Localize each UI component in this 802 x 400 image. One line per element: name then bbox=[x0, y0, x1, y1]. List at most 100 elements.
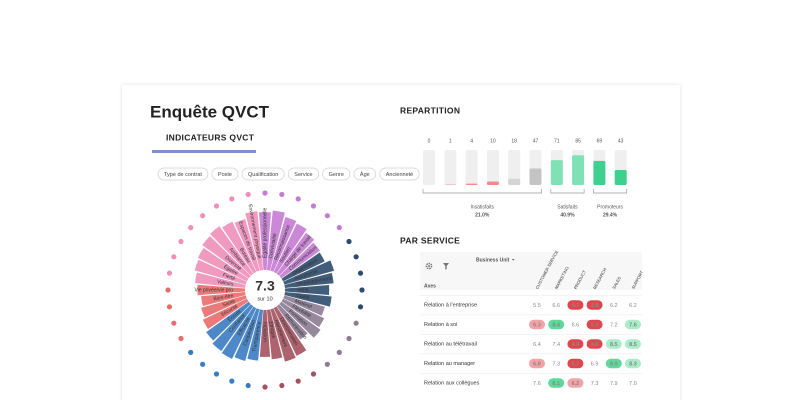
filter-chip[interactable] bbox=[379, 167, 420, 181]
filter-icon[interactable] bbox=[443, 263, 449, 270]
radial-bar bbox=[202, 298, 249, 329]
radial-dot bbox=[200, 213, 206, 219]
row-label: Relation aux collègues bbox=[424, 380, 480, 386]
radial-label: Sens bbox=[297, 287, 309, 293]
radial-dot bbox=[295, 196, 301, 202]
filter-chip-label[interactable]: Ancienneté bbox=[386, 172, 414, 178]
radial-bar bbox=[281, 252, 325, 282]
radial-label: Matériel bbox=[294, 298, 313, 310]
filter-chip[interactable] bbox=[241, 167, 285, 181]
filter-chip-label[interactable]: Qualification bbox=[248, 172, 278, 178]
bar-count: 0 bbox=[428, 138, 431, 144]
bar-count: 10 bbox=[490, 138, 496, 144]
radial-bar bbox=[245, 211, 264, 271]
bar-track bbox=[423, 150, 435, 185]
radial-bar bbox=[258, 212, 272, 271]
radial-bar bbox=[197, 247, 249, 282]
score-cell: 7.3 bbox=[591, 381, 599, 387]
radial-dot bbox=[336, 349, 342, 355]
filter-chip-label[interactable]: Poste bbox=[218, 172, 232, 178]
page-title: Enquête QVCT bbox=[150, 102, 270, 121]
radial-bar bbox=[234, 308, 260, 362]
filter-chip[interactable] bbox=[353, 167, 377, 181]
bar bbox=[529, 168, 542, 185]
score-pill bbox=[548, 319, 565, 330]
group-percent: 40.9% bbox=[560, 212, 575, 218]
radial-bar bbox=[270, 217, 297, 272]
radial-dot bbox=[262, 384, 268, 390]
group-percent: 21.0% bbox=[475, 212, 490, 218]
score-pill bbox=[567, 378, 584, 388]
section-title: REPARTITION bbox=[400, 105, 460, 115]
bar-track bbox=[444, 150, 457, 185]
bar-count: 18 bbox=[511, 138, 517, 144]
radial-bar bbox=[276, 304, 308, 340]
radial-dot bbox=[245, 191, 251, 198]
score-cell: 7.3 bbox=[552, 361, 560, 367]
score-cell: 5.3 bbox=[591, 322, 599, 328]
score-cell: 7.6 bbox=[629, 322, 637, 328]
score-cell: 6.4 bbox=[533, 342, 541, 348]
radial-dot bbox=[171, 320, 177, 326]
dropdown-caret[interactable] bbox=[512, 259, 515, 261]
filter-chip-label[interactable]: Genre bbox=[329, 172, 344, 178]
radial-bar bbox=[247, 309, 264, 361]
filter-chip-label[interactable]: Service bbox=[294, 172, 312, 178]
radial-dot bbox=[324, 213, 330, 219]
row-label: Relation à soi bbox=[424, 322, 457, 328]
group-bracket bbox=[593, 189, 628, 194]
score-cell: 6.0 bbox=[533, 361, 541, 367]
tab-label[interactable]: INDICATEURS QVCT bbox=[166, 132, 255, 142]
score-cell: 4.9 bbox=[572, 342, 580, 348]
group-name: Insatisfaits bbox=[470, 204, 494, 210]
bar bbox=[508, 178, 521, 185]
radial-dot bbox=[346, 335, 352, 342]
score-circle bbox=[245, 270, 285, 310]
radial-bar bbox=[284, 291, 332, 307]
radial-label: Éthique bbox=[267, 321, 277, 339]
radial-dot bbox=[346, 238, 352, 245]
filter-chip-label[interactable]: Type de contrat bbox=[164, 172, 202, 178]
score-cell: 8.3 bbox=[629, 361, 637, 367]
radial-dot bbox=[336, 225, 342, 231]
bar-count: 71 bbox=[554, 138, 560, 144]
radial-dot bbox=[188, 349, 194, 355]
radial-label: Clarté bbox=[296, 293, 310, 301]
score-cell: 7.2 bbox=[610, 322, 618, 328]
score-cell: 4.6 bbox=[591, 342, 599, 348]
score-pill bbox=[529, 319, 545, 330]
score-cell: 8.0 bbox=[610, 361, 618, 367]
radial-dot bbox=[178, 238, 184, 245]
score-pill bbox=[586, 319, 603, 330]
radial-dot bbox=[245, 382, 251, 389]
score-pill bbox=[586, 339, 603, 349]
score-cell: 8.1 bbox=[552, 381, 560, 387]
radial-bar bbox=[283, 295, 325, 316]
score-cell: 7.9 bbox=[610, 381, 618, 387]
row-label: Relation au manager bbox=[424, 361, 475, 367]
radial-dot bbox=[229, 378, 235, 384]
radial-bar bbox=[281, 298, 325, 328]
bar-count: 85 bbox=[575, 138, 581, 144]
filter-chip[interactable] bbox=[157, 167, 209, 181]
filter-chip-label[interactable]: Âge bbox=[360, 171, 370, 178]
filter-chip[interactable] bbox=[287, 167, 319, 181]
radial-label: Vie privée/vie pro bbox=[194, 287, 233, 293]
radial-dot bbox=[178, 335, 184, 342]
radial-bar bbox=[234, 218, 260, 272]
filter-chip[interactable] bbox=[322, 167, 351, 181]
score-value: 7.3 bbox=[255, 278, 275, 294]
radial-bar bbox=[270, 308, 296, 362]
bar-count: 4 bbox=[470, 138, 473, 144]
radial-bar bbox=[266, 309, 283, 360]
score-cell: 8.4 bbox=[552, 322, 561, 328]
score-pill bbox=[548, 378, 565, 388]
radial-label: Fierté bbox=[222, 272, 236, 282]
group-label[interactable]: Business Unit bbox=[476, 257, 510, 263]
radial-dot bbox=[357, 270, 364, 276]
filter-chip[interactable] bbox=[211, 167, 239, 181]
radial-bar bbox=[195, 272, 246, 289]
score-cell: 7.6 bbox=[533, 381, 541, 387]
radial-dot bbox=[262, 190, 268, 196]
